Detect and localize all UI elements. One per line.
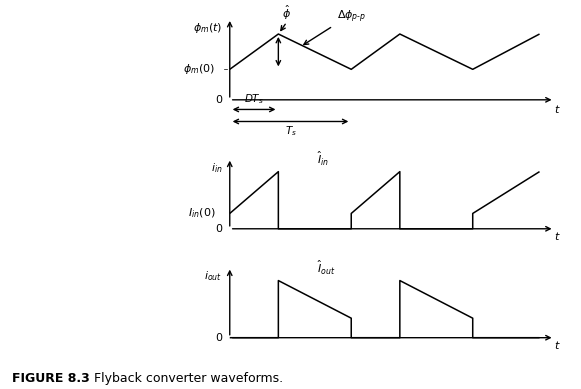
Text: $\phi_m(t)$: $\phi_m(t)$	[193, 21, 223, 35]
Text: 0: 0	[216, 333, 223, 343]
Text: $i_{out}$: $i_{out}$	[205, 270, 223, 284]
Text: $\Delta\phi_{p\text{-}p}$: $\Delta\phi_{p\text{-}p}$	[336, 9, 366, 25]
Text: $DT_s$: $DT_s$	[244, 93, 264, 106]
Text: $t$: $t$	[554, 230, 561, 242]
Text: $\phi_m(0)$: $\phi_m(0)$	[183, 62, 215, 76]
Text: 0: 0	[216, 224, 223, 234]
Text: FIGURE 8.3: FIGURE 8.3	[12, 372, 89, 385]
Text: 0: 0	[216, 95, 223, 105]
Text: $t$: $t$	[554, 339, 561, 351]
Text: $t$: $t$	[554, 103, 561, 116]
Text: $\hat{I}_{out}$: $\hat{I}_{out}$	[317, 259, 336, 277]
Text: $\hat{I}_{in}$: $\hat{I}_{in}$	[317, 150, 329, 168]
Text: $I_{in}(0)$: $I_{in}(0)$	[188, 207, 215, 220]
Text: $i_{in}$: $i_{in}$	[211, 161, 223, 175]
Text: Flyback converter waveforms.: Flyback converter waveforms.	[78, 372, 284, 385]
Text: $\hat{\phi}$: $\hat{\phi}$	[282, 4, 291, 22]
Text: $T_s$: $T_s$	[285, 125, 296, 138]
